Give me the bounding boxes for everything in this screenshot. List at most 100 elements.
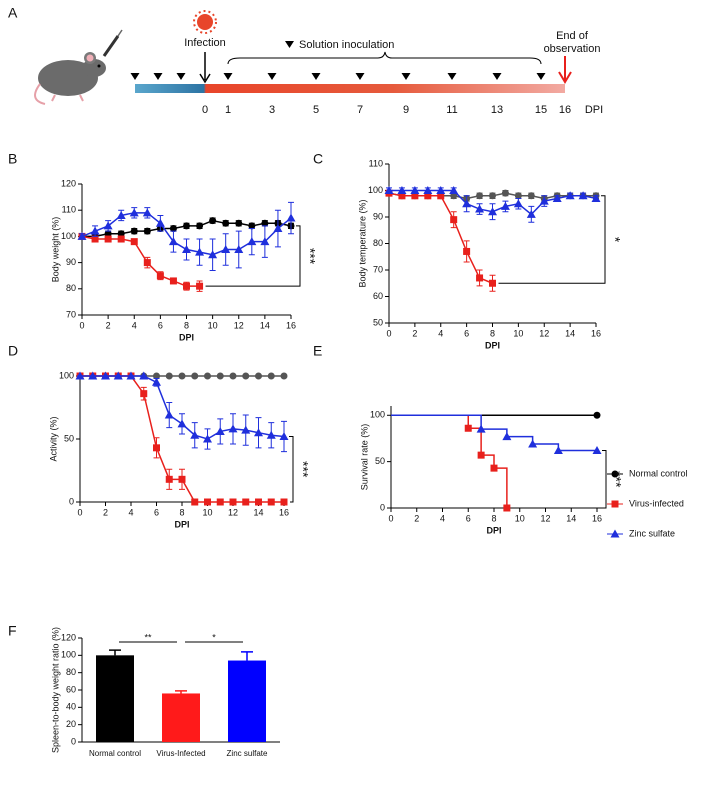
marker (552, 193, 562, 202)
marker (248, 222, 256, 230)
marker (169, 277, 177, 285)
marker (464, 424, 472, 432)
significance-label: *** (295, 461, 311, 478)
virus-icon (193, 10, 217, 34)
marker (267, 372, 275, 380)
marker (117, 235, 125, 243)
marker (196, 222, 204, 230)
x-tick-label: 10 (513, 328, 523, 338)
y-axis-label: Body temperature (%) (357, 199, 367, 287)
y-tick-label: 50 (375, 456, 385, 466)
inoculation-mark (176, 73, 186, 80)
marker (155, 218, 165, 227)
marker (450, 192, 458, 200)
inoculation-mark (536, 73, 546, 80)
panel-label: E (313, 343, 322, 359)
x-tick-label: 10 (208, 320, 218, 330)
x-tick-label: 4 (440, 513, 445, 523)
marker (191, 372, 199, 380)
marker (75, 371, 85, 380)
x-tick-label: Virus-Infected (156, 749, 205, 758)
bar (162, 693, 200, 742)
y-tick-label: 110 (62, 205, 76, 215)
inoculation-mark (153, 73, 163, 80)
marker (462, 199, 472, 208)
panel-label: A (8, 5, 18, 21)
x-tick-label: 8 (491, 513, 496, 523)
x-tick-label: 14 (260, 320, 270, 330)
x-axis-label: DPI (174, 519, 189, 529)
marker (528, 439, 538, 448)
significance-bracket (289, 435, 294, 503)
marker (280, 498, 288, 506)
marker (489, 192, 496, 200)
y-tick-label: 90 (373, 211, 383, 221)
marker (182, 245, 191, 253)
day-label: 3 (269, 104, 275, 116)
marker (190, 430, 200, 439)
brace (227, 51, 542, 65)
bar (228, 660, 266, 742)
marker (449, 186, 459, 194)
y-tick-label: 100 (61, 231, 76, 241)
marker (204, 498, 211, 506)
marker (423, 186, 433, 194)
x-tick-label: 12 (228, 507, 238, 517)
x-tick-label: 4 (128, 507, 133, 517)
marker (254, 428, 263, 437)
legend-label: Normal control (629, 468, 688, 478)
marker (514, 192, 522, 200)
marker (178, 372, 186, 380)
marker (503, 504, 511, 512)
y-tick-label: 100 (368, 185, 383, 195)
x-tick-label: 16 (592, 513, 602, 523)
bar (96, 655, 134, 742)
x-tick-label: 6 (154, 507, 159, 517)
y-tick-label: 60 (66, 684, 76, 694)
marker (215, 426, 225, 435)
marker (103, 221, 113, 230)
x-tick-label: 8 (184, 320, 189, 330)
marker (153, 372, 160, 380)
x-tick-label: 10 (515, 513, 525, 523)
legend-triangle (285, 41, 294, 48)
marker (398, 192, 406, 200)
x-tick-label: 14 (253, 507, 263, 517)
marker (488, 207, 497, 216)
x-tick-label: 8 (179, 507, 184, 517)
end-label: End of (556, 30, 589, 42)
significance-label: ** (144, 632, 152, 642)
panel-label: C (313, 151, 323, 167)
significance-label: *** (302, 248, 318, 265)
day-label: 5 (313, 104, 319, 116)
x-tick-label: 10 (202, 507, 212, 517)
marker (513, 199, 523, 208)
marker (611, 470, 619, 478)
marker (113, 371, 123, 380)
marker (91, 235, 99, 243)
marker (476, 424, 486, 433)
marker (143, 227, 151, 235)
marker (437, 192, 445, 200)
marker (139, 371, 149, 380)
inoculation-label: Solution inoculation (299, 39, 394, 51)
x-tick-label: 6 (464, 328, 469, 338)
inoculation-mark (447, 73, 457, 80)
x-tick-label: 4 (132, 320, 137, 330)
marker (216, 372, 224, 380)
marker (436, 186, 446, 194)
end-arrow (558, 56, 572, 84)
y-tick-label: 100 (370, 410, 385, 420)
marker (195, 247, 205, 256)
day-label: 0 (202, 104, 208, 116)
marker (209, 217, 217, 225)
marker (130, 238, 138, 246)
marker (234, 245, 244, 253)
y-tick-label: 100 (59, 370, 74, 380)
marker (169, 225, 177, 233)
marker (450, 216, 458, 224)
day-label: 9 (403, 104, 409, 116)
significance-bracket (512, 450, 607, 509)
x-tick-label: 2 (106, 320, 111, 330)
